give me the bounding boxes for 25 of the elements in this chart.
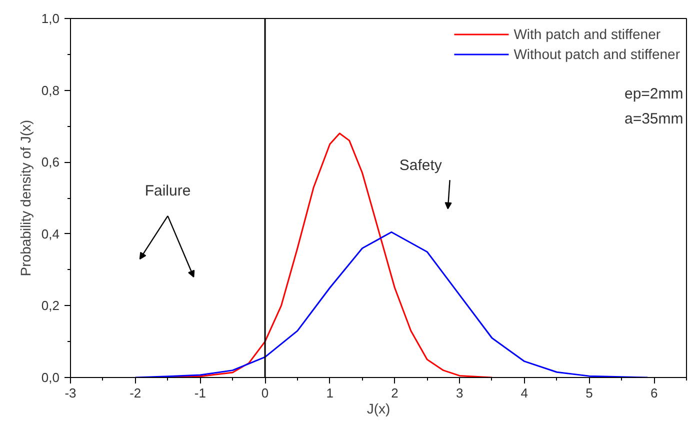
annotation: Failure: [144, 182, 191, 200]
y-tick-label: 0,8: [41, 82, 60, 98]
annotation: a=35mm: [624, 110, 684, 128]
x-tick-label: 6: [650, 386, 658, 400]
x-tick-label: 3: [456, 386, 464, 400]
legend-label: With patch and stiffener: [514, 26, 661, 42]
x-tick-label: 5: [586, 386, 593, 400]
annotation: Safety: [399, 157, 442, 174]
x-tick-label: 4: [520, 386, 528, 400]
x-tick-label: -2: [130, 386, 142, 400]
x-tick-label: 2: [391, 386, 398, 400]
y-tick-label: 0,2: [41, 298, 60, 314]
x-tick-label: -1: [194, 386, 206, 400]
annotation: ep=2mm: [624, 85, 684, 102]
y-tick-label: 0,0: [41, 370, 60, 385]
legend-label: Without patch and stiffener: [514, 46, 680, 62]
x-tick-label: 0: [261, 386, 269, 400]
y-tick-label: 1,0: [41, 11, 60, 26]
line-series: [134, 231, 648, 378]
y-tick-label: 0,6: [41, 154, 60, 170]
x-axis-title: J(x): [366, 400, 390, 416]
x-tick-label: 1: [326, 386, 334, 400]
y-axis-title: Probability density of J(x): [17, 120, 34, 276]
x-tick-label: -3: [64, 386, 76, 400]
y-tick-label: 0,4: [41, 226, 60, 242]
